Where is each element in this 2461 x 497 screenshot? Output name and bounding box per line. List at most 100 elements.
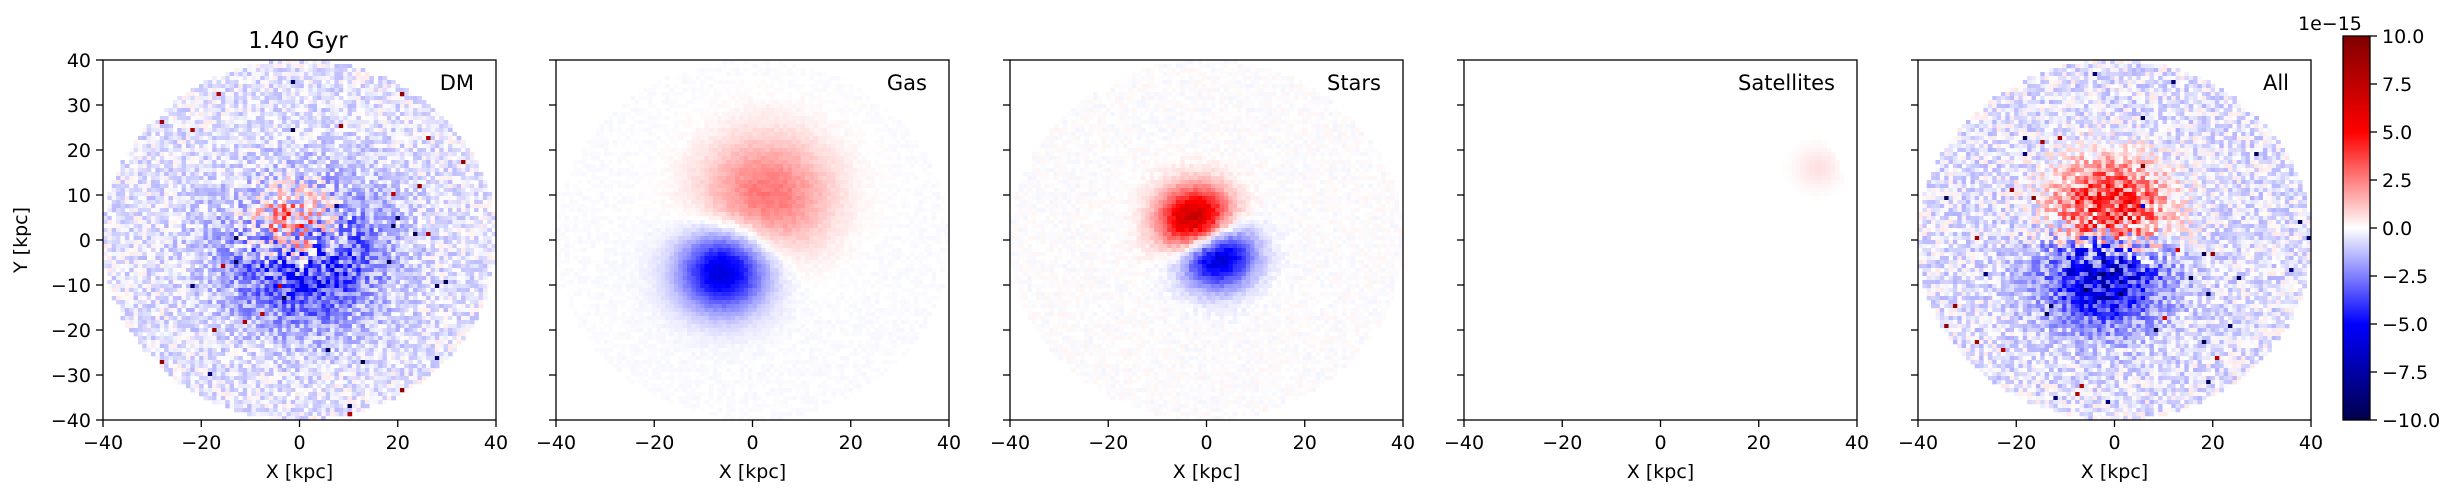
heatmap-cell — [225, 164, 230, 169]
heatmap-cell — [325, 240, 331, 245]
heatmap-cell — [378, 160, 383, 165]
heatmap-cell — [120, 276, 126, 281]
heatmap-cell — [365, 124, 370, 129]
heatmap-cell — [347, 208, 353, 213]
heatmap-cell — [461, 212, 466, 217]
heatmap-cell — [203, 304, 209, 309]
heatmap-cell — [417, 208, 423, 213]
heatmap-cell — [351, 112, 357, 117]
heatmap-cell — [273, 148, 278, 153]
heatmap-cell — [373, 248, 379, 253]
heatmap-cell — [229, 76, 235, 81]
heatmap-cell — [421, 324, 427, 329]
heatmap-cell — [338, 220, 344, 225]
heatmap-cell — [146, 152, 152, 157]
heatmap-cell — [142, 276, 147, 281]
heatmap-cell — [378, 252, 383, 257]
heatmap-cell — [133, 212, 139, 217]
heatmap-cell — [146, 208, 152, 213]
heatmap-cell — [417, 232, 423, 237]
heatmap-cell — [439, 196, 444, 201]
heatmap-cell — [268, 112, 274, 117]
heatmap-cell — [260, 184, 265, 189]
heatmap-cell — [312, 216, 318, 221]
heatmap-cell — [247, 228, 252, 233]
heatmap-cell — [199, 272, 204, 277]
heatmap-cell — [330, 252, 335, 257]
heatmap-cell — [295, 248, 300, 253]
heatmap-cell — [255, 248, 261, 253]
heatmap-cell — [247, 220, 252, 225]
heatmap-cell — [426, 180, 431, 185]
heatmap-cell — [308, 308, 313, 313]
heatmap-cell — [199, 84, 204, 89]
heatmap-cell — [465, 172, 471, 177]
heatmap-cell — [290, 232, 296, 237]
heatmap-cell — [347, 244, 353, 249]
heatmap-cell — [382, 316, 388, 321]
heatmap-cell — [334, 212, 340, 217]
heatmap-cell — [277, 172, 283, 177]
heatmap-cell — [234, 224, 239, 229]
heatmap-cell — [316, 136, 322, 141]
heatmap-cell — [247, 216, 252, 221]
heatmap-cell — [116, 188, 121, 193]
heatmap-cell — [434, 164, 440, 169]
heatmap-cell — [190, 276, 195, 281]
heatmap-cell — [417, 264, 423, 269]
heatmap-cell — [474, 160, 479, 165]
heatmap-cell — [181, 136, 187, 141]
heatmap-cell — [177, 140, 182, 145]
heatmap-cell — [391, 248, 396, 253]
heatmap-cell — [151, 304, 156, 309]
heatmap-cell — [308, 236, 313, 241]
heatmap-cell — [273, 84, 278, 89]
heatmap-cell — [395, 88, 401, 93]
heatmap-cell — [133, 192, 139, 197]
heatmap-cell — [181, 164, 187, 169]
heatmap-cell — [447, 180, 453, 185]
heatmap-cell — [369, 216, 375, 221]
heatmap-cell — [216, 200, 222, 205]
heatmap-cell — [286, 188, 292, 193]
heatmap-cell — [325, 224, 331, 229]
heatmap-cell — [386, 260, 392, 265]
heatmap-cell — [351, 208, 357, 213]
heatmap-cell — [303, 112, 309, 117]
heatmap-cell — [172, 168, 178, 173]
heatmap-cell — [216, 132, 222, 137]
heatmap-cell — [426, 128, 431, 133]
heatmap-cell — [290, 260, 296, 265]
heatmap-cell — [391, 164, 396, 169]
heatmap-cell — [238, 216, 244, 221]
heatmap-cell — [465, 272, 471, 277]
heatmap-cell — [255, 328, 261, 333]
heatmap-cell — [461, 324, 466, 329]
heatmap-cell — [234, 140, 239, 145]
heatmap-cell — [155, 288, 161, 293]
heatmap-cell — [299, 260, 305, 265]
heatmap-cell — [155, 280, 161, 285]
heatmap-cell — [356, 144, 361, 149]
heatmap-cell — [299, 80, 305, 85]
heatmap-cell — [421, 188, 427, 193]
heatmap-cell — [129, 252, 134, 257]
heatmap-cell — [325, 60, 331, 65]
heatmap-cell — [343, 152, 348, 157]
heatmap-cell — [338, 268, 344, 273]
heatmap-cell — [351, 276, 357, 281]
heatmap-cell — [194, 192, 200, 197]
heatmap-cell — [190, 180, 195, 185]
heatmap-cell — [386, 164, 392, 169]
heatmap-cell — [378, 324, 383, 329]
heatmap-cell — [365, 100, 370, 105]
heatmap-cell — [273, 328, 278, 333]
heatmap-cell — [378, 316, 383, 321]
heatmap-cell — [378, 292, 383, 297]
heatmap-cell — [316, 164, 322, 169]
heatmap-cell — [282, 300, 287, 305]
heatmap-cell — [404, 144, 409, 149]
heatmap-cell — [316, 172, 322, 177]
heatmap-cell — [260, 200, 265, 205]
heatmap-cell — [229, 216, 235, 221]
